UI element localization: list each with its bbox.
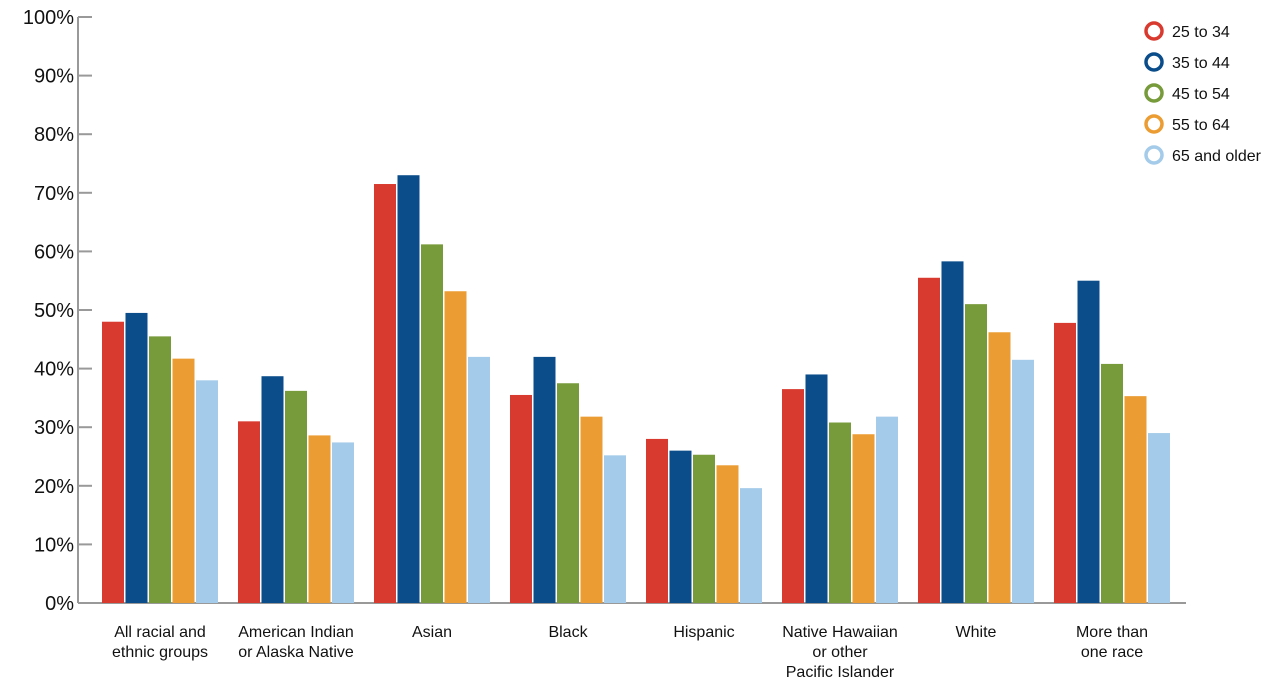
y-tick-label: 40%	[34, 359, 74, 381]
y-tick-label: 60%	[34, 241, 74, 263]
category-label: Native Hawaiian	[782, 624, 898, 641]
bar	[421, 244, 443, 604]
category-label: All racial and	[114, 624, 206, 641]
axes: 0% 10% 20% 30% 40% 50% 60% 70% 80% 90% 100%	[23, 7, 1186, 615]
legend-marker	[1144, 145, 1164, 165]
legend-label: 45 to 54	[1172, 86, 1230, 103]
bar	[149, 336, 171, 603]
bar	[805, 374, 828, 603]
category-label: Asian	[412, 624, 452, 641]
bar	[669, 450, 692, 603]
bar	[740, 488, 762, 603]
category-label: ethnic groups	[112, 644, 208, 661]
category-label: Hispanic	[673, 624, 734, 641]
bar	[782, 389, 804, 603]
category-labels: All racial and ethnic groups American Indi…	[112, 624, 1148, 681]
bar	[965, 304, 987, 603]
category-label: More than	[1076, 624, 1148, 641]
bars-group	[102, 175, 1170, 604]
category-label: or Alaska Native	[238, 644, 354, 661]
bar	[332, 442, 354, 603]
bar	[1101, 363, 1123, 603]
y-tick-label: 90%	[34, 66, 74, 88]
y-tick-label: 30%	[34, 417, 74, 439]
legend-label: 35 to 44	[1172, 55, 1230, 72]
legend-marker	[1144, 114, 1164, 134]
y-tick-label: 10%	[34, 534, 74, 556]
category-label: White	[956, 624, 997, 641]
bar	[580, 416, 603, 603]
bar	[852, 434, 875, 603]
category-label: one race	[1081, 644, 1143, 661]
bar	[557, 383, 579, 603]
bar	[196, 380, 218, 603]
bar	[397, 175, 420, 603]
bar	[693, 454, 715, 603]
bar	[468, 356, 490, 603]
bar	[238, 421, 260, 603]
y-tick-label: 70%	[34, 183, 74, 205]
category-label: Black	[548, 624, 588, 641]
legend: 25 to 34 35 to 44 45 to 54 55 to 64 65 and o…	[1144, 21, 1262, 165]
bar	[285, 390, 307, 603]
bar	[172, 358, 195, 603]
bar	[1077, 280, 1100, 603]
bar	[1124, 396, 1147, 603]
bar	[941, 261, 964, 603]
bar	[918, 277, 940, 603]
category-label: American Indian	[238, 624, 354, 641]
bar	[444, 291, 467, 603]
bar	[1054, 322, 1076, 603]
bar	[510, 394, 532, 603]
y-tick-label: 20%	[34, 476, 74, 498]
bar	[829, 422, 851, 603]
y-tick-label: 100%	[23, 7, 74, 29]
bar	[646, 438, 668, 603]
bar	[308, 435, 331, 603]
y-tick-label: 80%	[34, 124, 74, 146]
y-tick-label: 50%	[34, 300, 74, 322]
bar	[604, 455, 626, 603]
y-tick-label: 0%	[45, 593, 74, 615]
bar	[876, 416, 898, 603]
bar	[1012, 359, 1034, 603]
bar	[988, 332, 1011, 603]
category-label: Pacific Islander	[786, 664, 895, 681]
legend-marker	[1144, 21, 1164, 41]
bar	[716, 465, 739, 603]
bar	[102, 321, 124, 603]
legend-label: 55 to 64	[1172, 117, 1230, 134]
legend-label: 25 to 34	[1172, 24, 1230, 41]
bar	[125, 312, 148, 603]
legend-marker	[1144, 83, 1164, 103]
legend-label: 65 and older	[1172, 148, 1262, 165]
legend-marker	[1144, 52, 1164, 72]
bar	[533, 356, 556, 603]
bar	[374, 184, 396, 603]
bar	[1148, 433, 1170, 603]
bar	[261, 376, 284, 603]
category-label: or other	[812, 644, 868, 661]
